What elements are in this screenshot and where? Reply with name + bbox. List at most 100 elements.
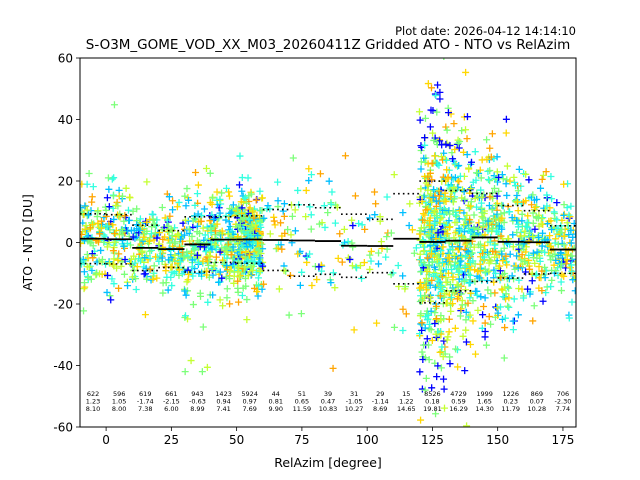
scatter-point <box>539 229 547 237</box>
scatter-point <box>449 300 457 308</box>
scatter-point <box>338 258 346 266</box>
scatter-point <box>175 266 183 274</box>
scatter-point <box>466 271 474 279</box>
scatter-point <box>462 316 470 324</box>
scatter-point <box>130 266 138 274</box>
scatter-point <box>447 193 455 201</box>
scatter-point <box>416 284 424 292</box>
scatter-point <box>533 203 541 211</box>
scatter-point <box>371 211 379 219</box>
scatter-point <box>223 262 231 270</box>
scatter-point <box>132 285 140 293</box>
scatter-point <box>264 202 272 210</box>
scatter-point <box>455 144 463 152</box>
scatter-point <box>136 226 144 234</box>
scatter-point <box>465 164 473 172</box>
scatter-point <box>484 227 492 235</box>
scatter-point <box>474 241 482 249</box>
scatter-point <box>428 159 436 167</box>
scatter-point <box>327 200 335 208</box>
scatter-point <box>500 354 508 362</box>
scatter-point <box>192 169 200 177</box>
scatter-point <box>222 184 230 192</box>
scatter-point <box>532 271 540 279</box>
scatter-point <box>372 200 380 208</box>
scatter-point <box>539 297 547 305</box>
scatter-point <box>437 316 445 324</box>
scatter-point <box>256 269 264 277</box>
scatter-point <box>431 219 439 227</box>
bin-stat-label: 8.00 <box>112 405 126 413</box>
bin-stat-label: 1.22 <box>399 398 413 406</box>
scatter-point <box>534 233 542 241</box>
scatter-point <box>440 293 448 301</box>
scatter-point <box>451 174 459 182</box>
scatter-point <box>490 184 498 192</box>
scatter-point <box>426 281 434 289</box>
scatter-point <box>462 308 470 316</box>
scatter-point <box>358 274 366 282</box>
scatter-point <box>80 230 85 238</box>
scatter-point <box>216 209 224 217</box>
bin-stat-label: 0.23 <box>503 398 517 406</box>
scatter-point <box>509 317 517 325</box>
scatter-point <box>543 202 551 210</box>
scatter-point <box>563 219 571 227</box>
scatter-point <box>565 314 573 322</box>
scatter-point <box>166 212 174 220</box>
scatter-point <box>334 254 342 262</box>
scatter-point <box>435 262 443 270</box>
x-tick-label: 75 <box>294 433 309 447</box>
scatter-point <box>124 227 132 235</box>
scatter-point <box>204 298 212 306</box>
scatter-point <box>477 174 485 182</box>
scatter-point <box>447 293 455 301</box>
scatter-point <box>428 384 436 392</box>
scatter-point <box>486 144 494 152</box>
scatter-point <box>460 221 468 229</box>
scatter-point <box>210 262 218 270</box>
scatter-point <box>505 208 513 216</box>
scatter-point <box>197 292 205 300</box>
scatter-point <box>432 410 440 418</box>
scatter-point <box>498 214 506 222</box>
scatter-point <box>548 276 556 284</box>
scatter-point <box>136 215 144 223</box>
scatter-point <box>513 229 521 237</box>
scatter-point <box>85 169 93 177</box>
scatter-point <box>210 215 218 223</box>
x-tick-label: 50 <box>229 433 244 447</box>
scatter-point <box>316 170 324 178</box>
scatter-point <box>84 274 92 282</box>
scatter-point <box>509 231 517 239</box>
scatter-point <box>200 205 208 213</box>
scatter-point <box>541 263 549 271</box>
y-axis-ticks: -60 -40 -20 0 20 40 60 <box>53 52 80 435</box>
scatter-point <box>542 168 550 176</box>
scatter-point <box>271 221 279 229</box>
scatter-point <box>103 288 111 296</box>
scatter-point <box>478 193 486 201</box>
scatter-point <box>185 270 193 278</box>
scatter-point <box>462 338 470 346</box>
scatter-point <box>421 292 429 300</box>
scatter-point <box>477 293 485 301</box>
scatter-point <box>489 189 497 197</box>
scatter-point <box>436 95 444 103</box>
scatter-point <box>215 278 223 286</box>
scatter-point <box>525 237 533 245</box>
scatter-point <box>216 268 224 276</box>
scatter-point <box>399 209 407 217</box>
scatter-point <box>80 208 86 216</box>
scatter-point <box>189 301 197 309</box>
scatter-point <box>181 368 189 376</box>
scatter-point <box>109 192 117 200</box>
scatter-point <box>193 251 201 259</box>
scatter-point <box>440 375 448 383</box>
scatter-point <box>256 187 264 195</box>
scatter-point <box>533 254 541 262</box>
x-tick-label: 0 <box>102 433 110 447</box>
scatter-point <box>256 254 264 262</box>
scatter-point <box>462 68 470 76</box>
scatter-point <box>421 134 429 142</box>
